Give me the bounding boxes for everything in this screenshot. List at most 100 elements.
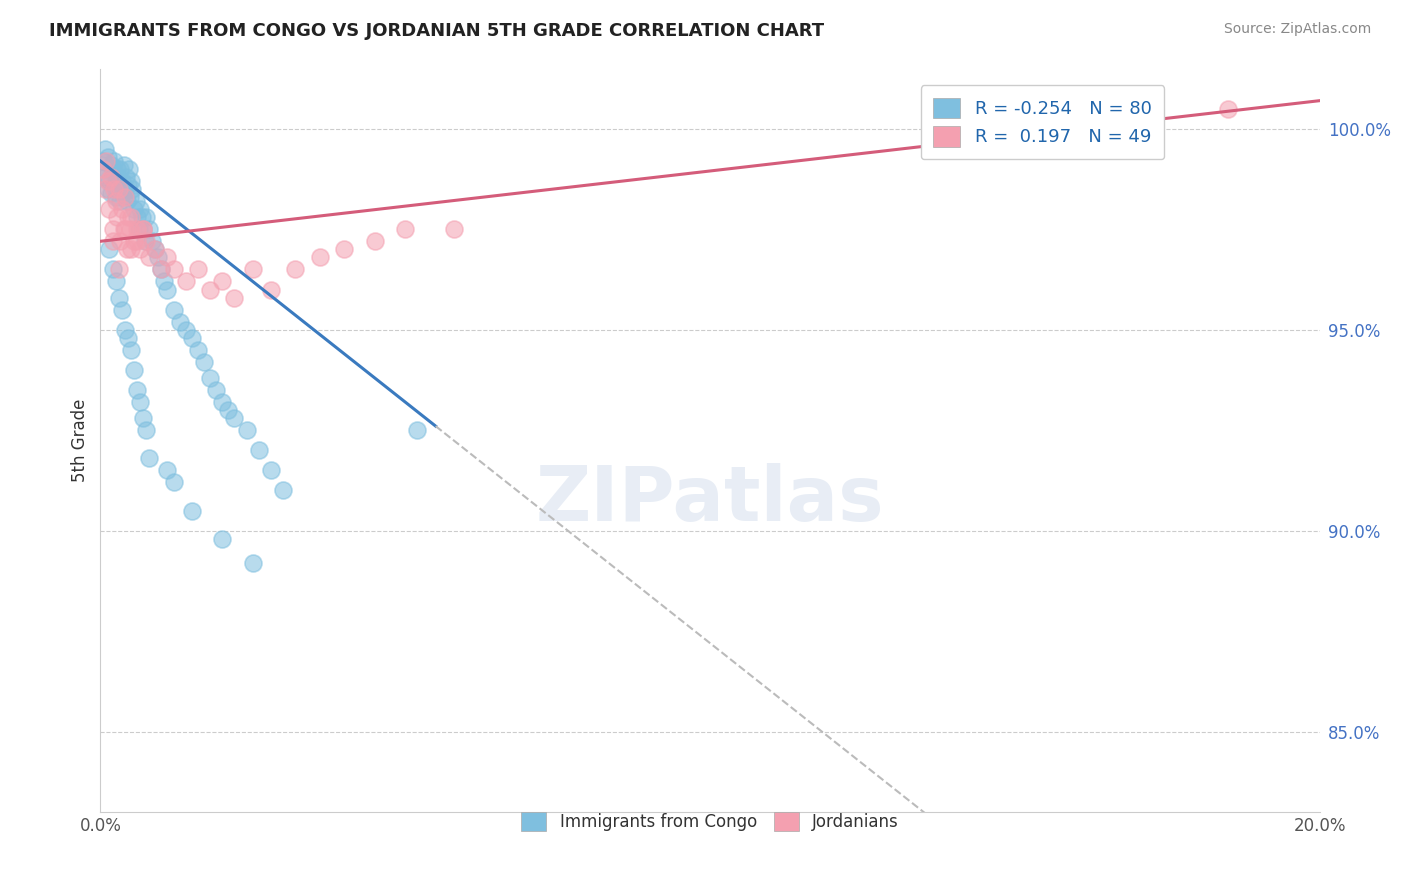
Point <box>118 190 141 204</box>
Point <box>333 243 356 257</box>
Point <box>107 182 129 196</box>
Legend: Immigrants from Congo, Jordanians: Immigrants from Congo, Jordanians <box>508 798 912 845</box>
Point <box>121 182 143 196</box>
Point <box>235 423 257 437</box>
Point <box>193 355 215 369</box>
Point <box>131 210 153 224</box>
Point <box>156 251 179 265</box>
Point <box>132 411 155 425</box>
Point <box>217 403 239 417</box>
Point <box>112 158 135 172</box>
Point <box>114 222 136 236</box>
Point <box>125 222 148 236</box>
Point <box>104 275 127 289</box>
Point <box>308 251 330 265</box>
Point <box>132 222 155 236</box>
Point <box>117 210 139 224</box>
Point <box>141 235 163 249</box>
Point <box>211 395 233 409</box>
Point <box>129 243 152 257</box>
Point <box>115 169 138 184</box>
Text: ZIPatlas: ZIPatlas <box>536 463 884 537</box>
Point <box>135 210 157 224</box>
Point <box>93 161 115 176</box>
Point <box>96 161 118 176</box>
Point <box>187 343 209 357</box>
Point <box>101 262 124 277</box>
Point <box>284 262 307 277</box>
Point <box>125 210 148 224</box>
Point <box>117 178 139 192</box>
Point <box>138 251 160 265</box>
Point <box>162 475 184 490</box>
Point <box>114 182 136 196</box>
Point <box>111 302 134 317</box>
Point <box>406 423 429 437</box>
Point <box>211 532 233 546</box>
Point <box>1218 102 1240 116</box>
Point <box>111 202 134 216</box>
Point <box>162 262 184 277</box>
Point <box>120 210 142 224</box>
Point <box>98 202 121 216</box>
Point <box>104 194 127 208</box>
Point <box>93 169 115 184</box>
Point <box>101 161 124 176</box>
Point <box>247 443 270 458</box>
Point <box>125 235 148 249</box>
Point <box>128 222 150 236</box>
Point <box>96 153 118 168</box>
Point <box>205 383 228 397</box>
Point <box>224 411 246 425</box>
Point <box>107 182 129 196</box>
Point <box>150 262 173 277</box>
Point <box>132 222 155 236</box>
Point <box>94 142 117 156</box>
Y-axis label: 5th Grade: 5th Grade <box>72 399 89 482</box>
Point <box>138 222 160 236</box>
Point <box>148 251 170 265</box>
Point <box>156 283 179 297</box>
Point <box>134 235 156 249</box>
Point <box>114 323 136 337</box>
Point <box>443 222 465 236</box>
Point <box>125 194 148 208</box>
Point <box>93 153 115 168</box>
Point <box>138 451 160 466</box>
Point <box>100 169 122 184</box>
Point <box>143 243 166 257</box>
Point <box>100 186 122 200</box>
Point <box>129 202 152 216</box>
Point <box>122 363 145 377</box>
Point <box>394 222 416 236</box>
Point <box>107 161 129 176</box>
Point <box>174 323 197 337</box>
Point <box>94 182 117 196</box>
Point <box>97 174 120 188</box>
Point <box>169 315 191 329</box>
Point <box>107 210 129 224</box>
Point <box>105 169 128 184</box>
Point <box>103 153 125 168</box>
Point <box>115 243 138 257</box>
Point <box>107 291 129 305</box>
Point <box>224 291 246 305</box>
Point <box>118 222 141 236</box>
Point <box>125 383 148 397</box>
Point <box>174 275 197 289</box>
Point <box>114 190 136 204</box>
Point <box>135 423 157 437</box>
Point <box>242 262 264 277</box>
Point <box>122 202 145 216</box>
Point <box>120 174 142 188</box>
Point <box>271 483 294 498</box>
Point <box>112 222 135 236</box>
Point <box>103 182 125 196</box>
Point <box>150 262 173 277</box>
Point <box>115 194 138 208</box>
Point <box>118 161 141 176</box>
Point <box>363 235 385 249</box>
Point <box>198 283 221 297</box>
Point <box>101 222 124 236</box>
Point <box>242 556 264 570</box>
